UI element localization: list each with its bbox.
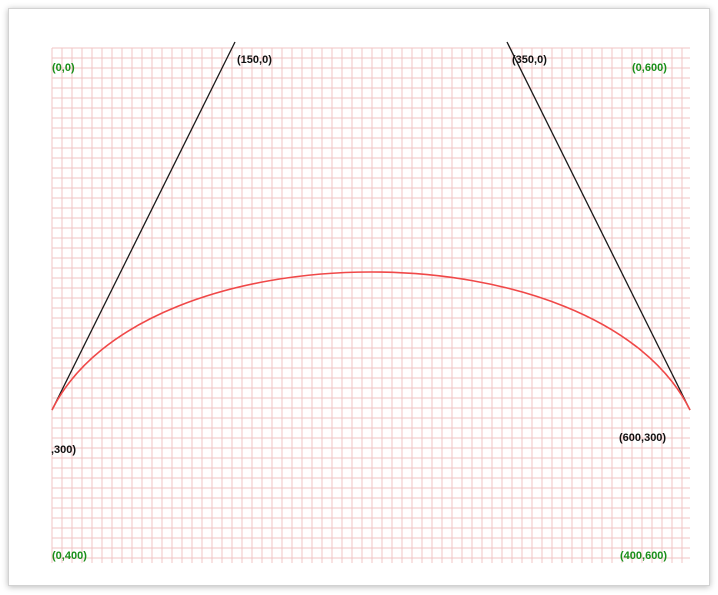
background-grid <box>51 47 690 563</box>
control-line-left <box>51 41 236 411</box>
point-label-end: (600,300) <box>619 432 666 444</box>
corner-label-bottom-right: (400,600) <box>620 550 667 562</box>
corner-label-top-left: (0,0) <box>52 62 75 74</box>
corner-label-bottom-left: (0,400) <box>52 550 87 562</box>
point-label-start: ,300) <box>51 444 76 456</box>
point-label-control2: (350,0) <box>512 54 547 66</box>
corner-label-top-right: (0,600) <box>632 62 667 74</box>
canvas-frame <box>8 8 710 586</box>
point-label-control1: (150,0) <box>237 54 272 66</box>
bezier-curve <box>51 271 691 411</box>
control-line-right <box>506 41 691 411</box>
